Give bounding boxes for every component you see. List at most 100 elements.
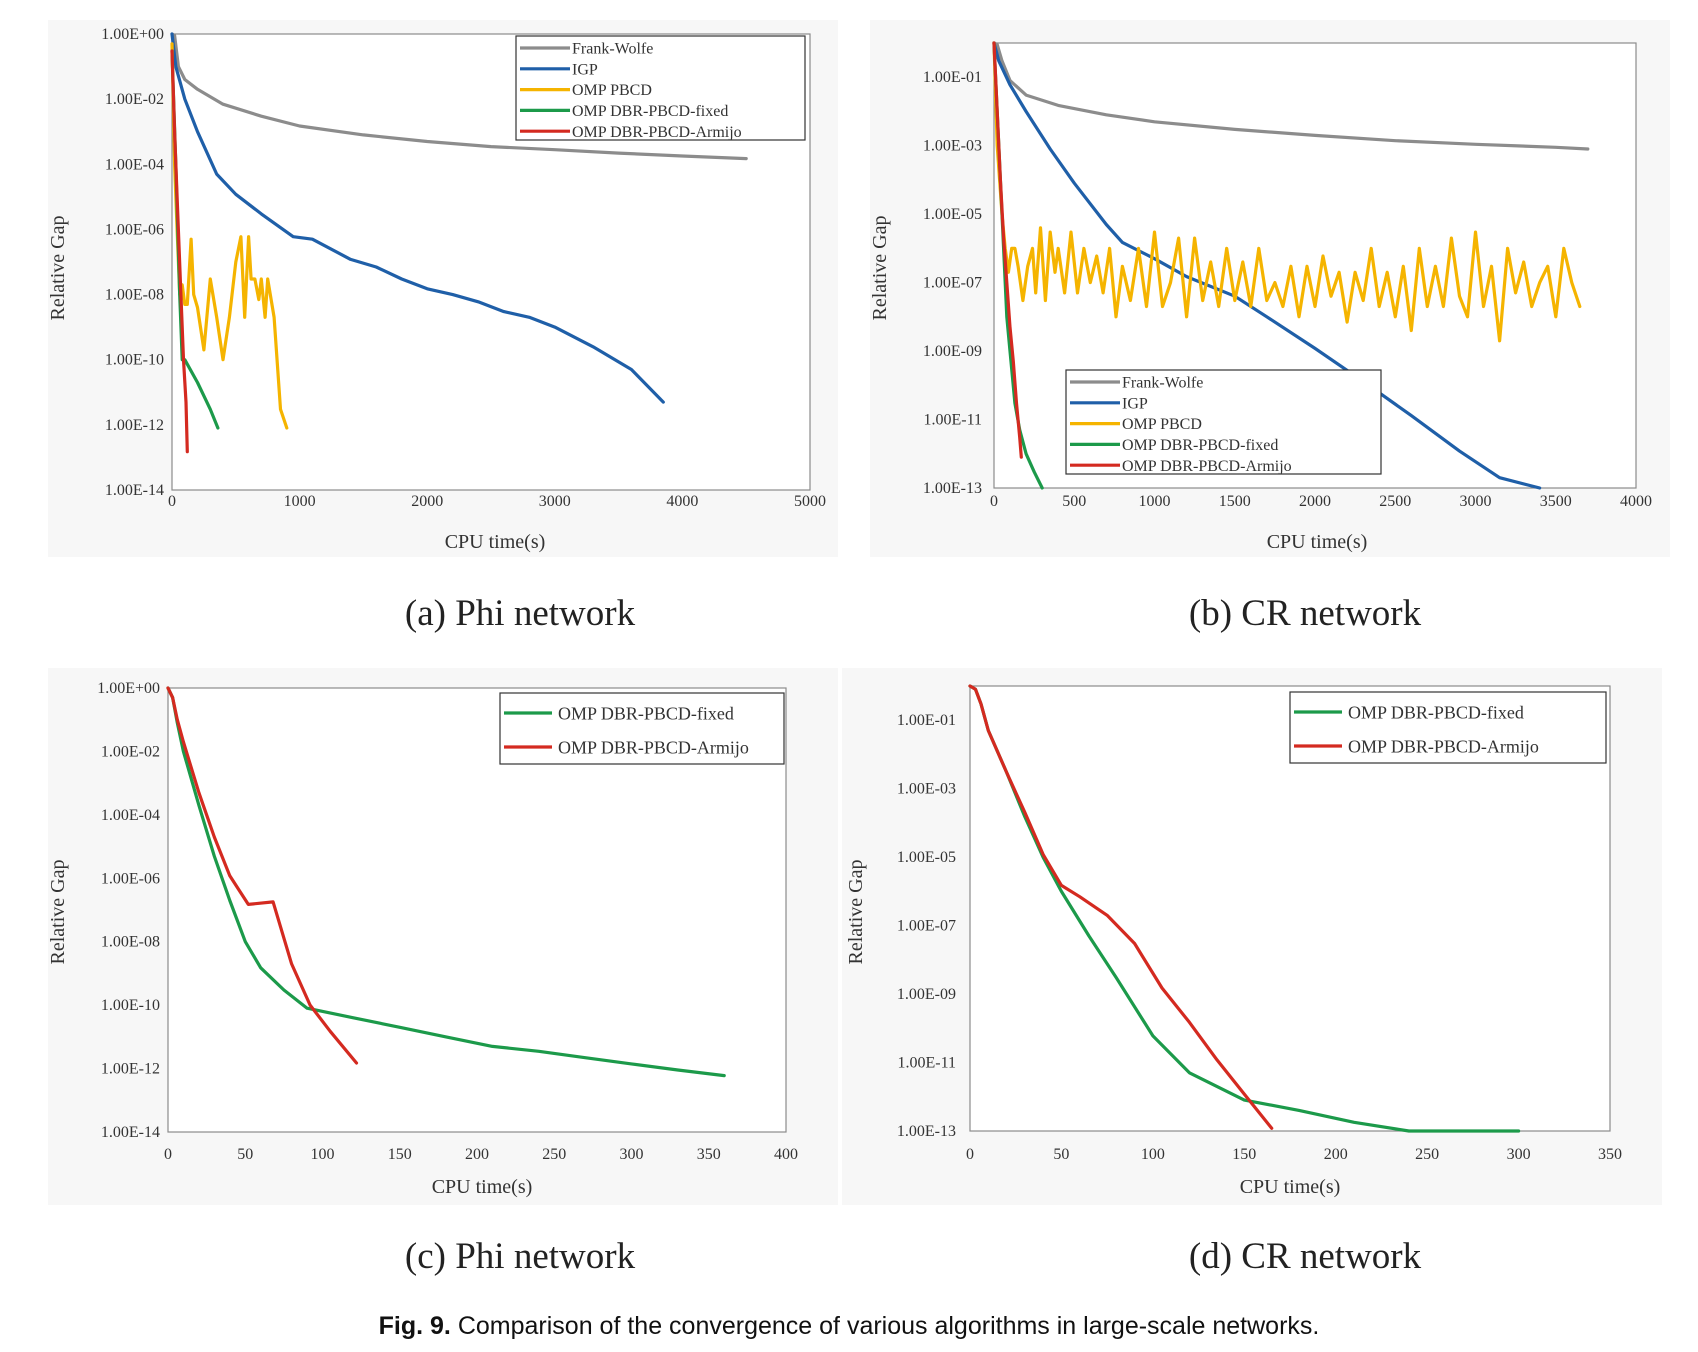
y-tick-label: 1.00E-14 [105,482,164,499]
series-line-frank-wolfe [992,41,1590,151]
x-tick-label: 0 [966,1146,974,1163]
chart-panel-d: 1.00E-13 1.00E-11 1.00E-09 1.00E-07 1.00E-05… [842,668,1662,1277]
figure-caption-text: Comparison of the convergence of various… [457,1312,1320,1340]
series-line-igp [992,41,1542,490]
y-tick-label: 1.00E+00 [97,680,160,697]
legend-label-omp-dbr-pbcd-armijo: OMP DBR-PBCD-Armijo [1122,458,1292,475]
y-tick-label: 1.00E-11 [923,412,982,429]
series-line-omp-dbr-pbcd-armijo [992,41,1023,459]
series-line-omp-pbcd [992,41,1582,343]
legend-box [1289,691,1607,764]
legend-label-omp-dbr-pbcd-fixed: OMP DBR-PBCD-fixed [572,103,728,120]
x-tick-label: 250 [1415,1146,1439,1163]
legend-label-omp-dbr-pbcd-fixed: OMP DBR-PBCD-fixed [1122,437,1278,454]
chart-panel-b: 1.00E-13 1.00E-11 1.00E-09 1.00E-07 1.00E-05… [869,20,1670,634]
x-tick-label: 5000 [794,493,826,510]
legend-label-omp-pbcd: OMP PBCD [572,82,652,99]
legend-label-frank-wolfe: Frank-Wolfe [572,41,653,58]
y-tick-label: 1.00E-06 [101,870,160,887]
x-tick-label: 150 [388,1146,412,1163]
y-axis-title: Relative Gap [47,216,69,321]
y-tick-label: 1.00E-08 [101,934,160,951]
y-tick-label: 1.00E-03 [897,781,956,798]
x-tick-label: 2000 [1299,493,1331,510]
x-tick-label: 2000 [411,493,443,510]
x-tick-label: 500 [1062,493,1086,510]
y-tick-label: 1.00E-05 [897,849,956,866]
series-line-omp-dbr-pbcd-armijo [968,684,1274,1130]
chart-panel-c: 1.00E-14 1.00E-12 1.00E-10 1.00E-08 1.00E-06… [47,668,838,1277]
y-tick-label: 1.00E-10 [105,352,164,369]
legend-label-omp-dbr-pbcd-armijo: OMP DBR-PBCD-Armijo [558,737,749,757]
x-tick-label: 3000 [1460,493,1492,510]
y-tick-label: 1.00E-11 [897,1055,956,1072]
y-tick-label: 1.00E-10 [101,997,160,1014]
y-tick-label: 1.00E-09 [923,343,982,360]
x-tick-label: 2500 [1379,493,1411,510]
legend: OMP DBR-PBCD-fixed OMP DBR-PBCD-Armijo [1289,691,1607,764]
x-tick-label: 100 [311,1146,335,1163]
x-tick-label: 200 [1324,1146,1348,1163]
x-axis-title: CPU time(s) [445,531,546,553]
y-tick-label: 1.00E-04 [101,807,160,824]
series-line-omp-dbr-pbcd-fixed [166,686,726,1078]
x-tick-label: 250 [542,1146,566,1163]
series-line-frank-wolfe [170,32,748,161]
legend: OMP DBR-PBCD-fixed OMP DBR-PBCD-Armijo [499,692,785,765]
x-tick-label: 50 [1053,1146,1069,1163]
x-tick-label: 100 [1141,1146,1165,1163]
y-tick-label: 1.00E-13 [897,1123,956,1140]
legend-label-igp: IGP [572,61,598,78]
y-tick-label: 1.00E-06 [105,221,164,238]
y-axis-title: Relative Gap [47,860,69,965]
y-tick-label: 1.00E-02 [105,91,164,108]
legend-label-omp-pbcd: OMP PBCD [1122,416,1202,433]
x-tick-label: 3000 [539,493,571,510]
legend-label-omp-dbr-pbcd-fixed: OMP DBR-PBCD-fixed [558,703,734,723]
y-tick-label: 1.00E-09 [897,986,956,1003]
x-tick-label: 200 [465,1146,489,1163]
series-line-omp-pbcd [170,42,289,430]
x-tick-label: 0 [990,493,998,510]
x-tick-label: 4000 [666,493,698,510]
y-tick-label: 1.00E-14 [101,1124,160,1141]
x-tick-label: 400 [774,1146,798,1163]
legend-label-omp-dbr-pbcd-armijo: OMP DBR-PBCD-Armijo [572,124,742,141]
y-axis-title: Relative Gap [845,860,867,965]
legend-label-igp: IGP [1122,395,1148,412]
y-tick-label: 1.00E-07 [923,275,982,292]
y-tick-label: 1.00E+00 [101,26,164,43]
legend: Frank-Wolfe IGP OMP PBCD OMP DBR-PBCD-fixed… [1065,369,1382,475]
x-tick-label: 4000 [1620,493,1652,510]
panel-subtitle: (b) CR network [1189,593,1422,634]
legend-box [499,692,785,765]
y-tick-label: 1.00E-12 [101,1061,160,1078]
x-tick-label: 350 [697,1146,721,1163]
x-tick-label: 1500 [1219,493,1251,510]
y-tick-label: 1.00E-13 [923,480,982,497]
x-tick-label: 3500 [1540,493,1572,510]
figure-caption-label: Fig. 9. [378,1312,451,1340]
legend-label-frank-wolfe: Frank-Wolfe [1122,375,1203,392]
y-tick-label: 1.00E-07 [897,918,956,935]
x-tick-label: 1000 [284,493,316,510]
y-tick-label: 1.00E-05 [923,206,982,223]
x-tick-label: 300 [620,1146,644,1163]
x-axis-title: CPU time(s) [1267,531,1368,553]
series-line-omp-dbr-pbcd-armijo [170,49,189,454]
figure-caption: Fig. 9. Comparison of the convergence of… [0,1312,1698,1341]
y-tick-label: 1.00E-03 [923,138,982,155]
y-tick-label: 1.00E-01 [923,69,982,86]
x-tick-label: 350 [1598,1146,1622,1163]
series-line-igp [170,32,665,404]
x-tick-label: 150 [1232,1146,1256,1163]
y-tick-label: 1.00E-12 [105,417,164,434]
chart-panel-a: 1.00E-14 1.00E-12 1.00E-10 1.00E-08 1.00E-06… [47,20,838,634]
legend-label-omp-dbr-pbcd-fixed: OMP DBR-PBCD-fixed [1348,702,1524,722]
legend: Frank-Wolfe IGP OMP PBCD OMP DBR-PBCD-fixed… [515,35,806,141]
x-tick-label: 0 [164,1146,172,1163]
y-tick-label: 1.00E-08 [105,287,164,304]
x-tick-label: 300 [1507,1146,1531,1163]
x-axis-title: CPU time(s) [432,1176,533,1198]
